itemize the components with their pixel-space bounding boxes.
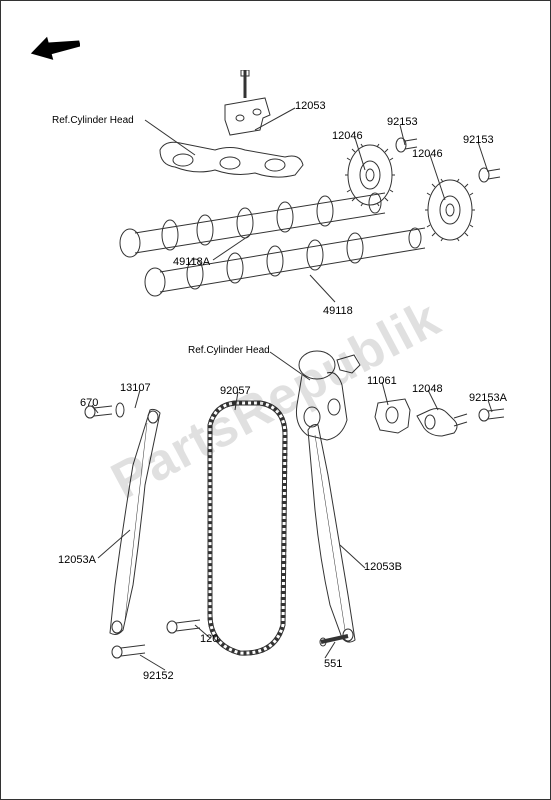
label-12048: 12048 bbox=[412, 383, 443, 395]
label-11061: 11061 bbox=[367, 375, 397, 387]
label-12046-2: 12046 bbox=[412, 148, 443, 160]
label-ref-head-1: Ref.Cylinder Head bbox=[52, 115, 134, 126]
label-670: 670 bbox=[80, 397, 98, 409]
label-551: 551 bbox=[324, 658, 342, 670]
label-12053a: 12053A bbox=[58, 554, 96, 566]
label-12053: 12053 bbox=[295, 100, 326, 112]
label-92153-2: 92153 bbox=[463, 134, 494, 146]
label-ref-head-2: Ref.Cylinder Head bbox=[188, 345, 270, 356]
label-12053b: 12053B bbox=[364, 561, 402, 573]
label-12046-1: 12046 bbox=[332, 130, 363, 142]
label-92057: 92057 bbox=[220, 385, 251, 397]
label-92153a: 92153A bbox=[469, 392, 507, 404]
label-49118a: 49118A bbox=[173, 256, 210, 268]
label-92153-1: 92153 bbox=[387, 116, 418, 128]
label-13107: 13107 bbox=[120, 382, 151, 394]
label-92152: 92152 bbox=[143, 670, 174, 682]
label-120: 120 bbox=[200, 633, 218, 645]
label-49118: 49118 bbox=[323, 305, 353, 317]
